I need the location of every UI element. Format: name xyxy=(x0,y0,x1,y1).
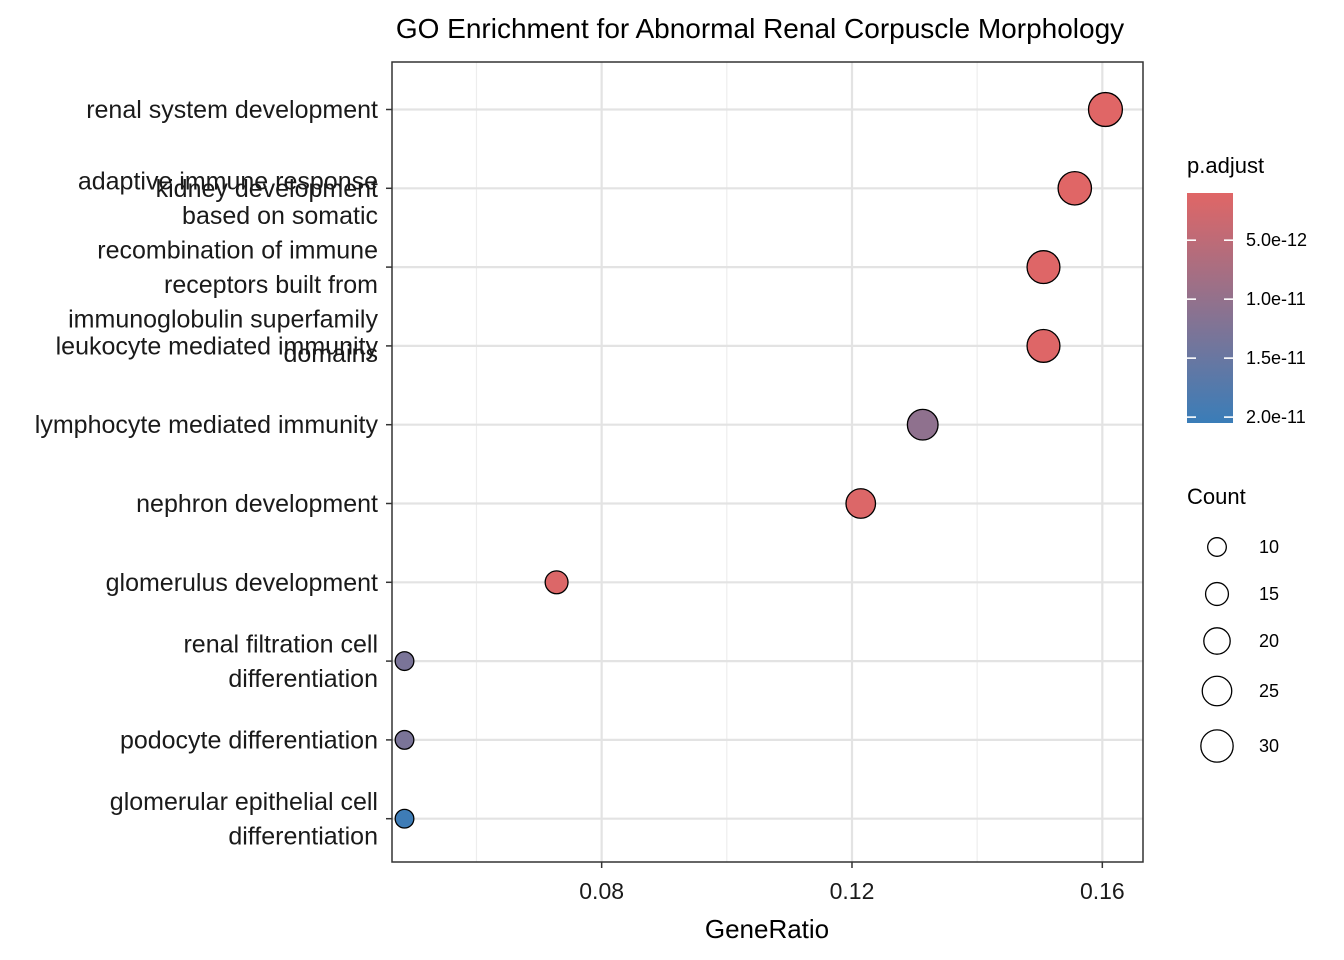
size-legend-title: Count xyxy=(1187,484,1246,509)
color-legend-label: 5.0e-12 xyxy=(1246,230,1307,250)
color-bar xyxy=(1187,193,1233,423)
y-tick-label: glomerulus development xyxy=(106,569,378,597)
x-tick-label: 0.16 xyxy=(1080,878,1125,904)
count-legend: Count 10 15 20 25 30 xyxy=(1187,484,1279,762)
x-axis: 0.08 0.12 0.16 xyxy=(579,862,1124,904)
y-tick-label: renal filtration cell differentiation xyxy=(183,630,378,693)
chart-title: GO Enrichment for Abnormal Renal Corpusc… xyxy=(396,13,1124,44)
x-tick-label: 0.08 xyxy=(579,878,624,904)
data-point xyxy=(395,809,414,828)
plot-background xyxy=(392,62,1143,862)
color-legend-label: 1.0e-11 xyxy=(1246,289,1306,309)
size-legend-key xyxy=(1206,583,1229,606)
size-legend-key xyxy=(1204,628,1230,654)
color-legend-title: p.adjust xyxy=(1187,153,1264,178)
data-point xyxy=(1027,329,1060,362)
y-tick-label: renal system development xyxy=(86,96,378,124)
size-legend-key xyxy=(1208,538,1227,557)
y-tick-label: podocyte differentiation xyxy=(120,726,378,754)
color-legend-label: 2.0e-11 xyxy=(1246,407,1306,427)
color-legend-label: 1.5e-11 xyxy=(1246,348,1306,368)
data-point xyxy=(395,731,414,750)
y-tick-label: nephron development xyxy=(136,490,378,518)
plot-panel xyxy=(392,62,1143,862)
size-legend-label: 10 xyxy=(1259,537,1279,557)
size-legend-label: 25 xyxy=(1259,681,1279,701)
size-legend-key xyxy=(1201,730,1233,762)
p-adjust-legend: p.adjust 5.0e-12 1.0e-11 1.5e-11 2.0e-11 xyxy=(1187,153,1307,427)
x-axis-title: GeneRatio xyxy=(705,914,829,944)
size-legend-key xyxy=(1202,676,1232,706)
y-tick-label: glomerular epithelial cell differentiatio… xyxy=(110,788,378,851)
y-tick-label: leukocyte mediated immunity xyxy=(56,332,379,360)
data-point xyxy=(846,489,876,519)
x-tick-label: 0.12 xyxy=(830,878,875,904)
size-legend-label: 30 xyxy=(1259,736,1279,756)
data-point xyxy=(545,571,568,594)
data-point xyxy=(907,409,938,440)
y-tick-label: lymphocyte mediated immunity xyxy=(35,411,379,439)
data-point xyxy=(1089,93,1123,127)
size-legend-label: 15 xyxy=(1259,584,1279,604)
data-point xyxy=(395,652,414,671)
data-point xyxy=(1058,172,1091,205)
data-point xyxy=(1027,251,1060,284)
size-legend-label: 20 xyxy=(1259,631,1279,651)
